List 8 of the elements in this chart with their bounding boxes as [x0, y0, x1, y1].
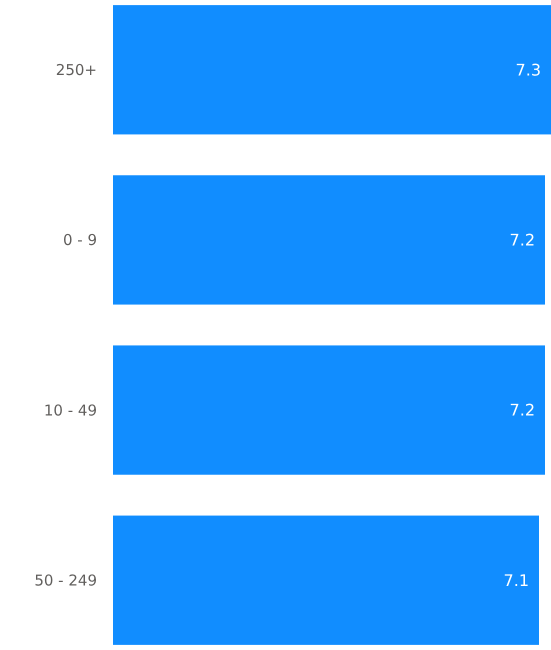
y-tick-label: 250+ [56, 61, 97, 80]
y-tick-label: 10 - 49 [44, 401, 97, 420]
data-label: 7.3 [516, 60, 541, 80]
data-label: 7.2 [510, 230, 535, 250]
y-tick-label: 50 - 249 [34, 571, 97, 590]
y-tick-label: 0 - 9 [62, 231, 97, 250]
data-label: 7.2 [510, 400, 535, 420]
data-label: 7.1 [504, 570, 529, 590]
